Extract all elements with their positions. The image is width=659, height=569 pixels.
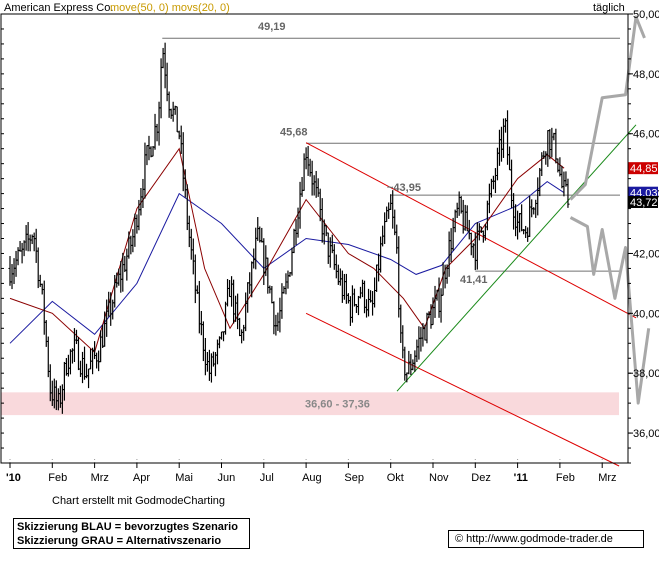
scenario-down-path	[569, 216, 651, 405]
level-label: 41,41	[460, 274, 488, 286]
support-zone-band	[1, 392, 619, 416]
x-tick-label: Apr	[133, 472, 150, 484]
channel-upper-line	[305, 142, 637, 319]
x-tick-label: Nov	[429, 472, 449, 484]
y-tick-label: 50,00	[633, 9, 659, 21]
ma50-line	[9, 180, 565, 344]
legend-grey-line: Skizzierung GRAU = Alternativszenario	[17, 535, 222, 547]
support-zone-label: 36,60 - 37,36	[305, 399, 370, 411]
x-tick-label: Aug	[302, 472, 322, 484]
horizontal-levels-layer	[162, 37, 620, 272]
grid-layer	[9, 457, 603, 463]
price-bars-layer	[8, 42, 570, 414]
y-tick-label: 40,00	[633, 308, 659, 320]
price-tag-black	[628, 195, 658, 208]
interval-label: täglich	[593, 2, 625, 14]
ma20-line	[9, 147, 565, 354]
source-link[interactable]: © http://www.godmode-trader.de	[448, 530, 644, 548]
price-tag-label: 43,72	[630, 197, 658, 209]
x-tick-label: Mrz	[91, 472, 109, 484]
x-tick-label: Feb	[48, 472, 67, 484]
axes-layer: 36,0038,0040,0042,0044,0046,0048,0050,00…	[1, 9, 659, 484]
legend-blue-line: Skizzierung BLAU = bevorzugtes Szenario	[17, 521, 238, 533]
x-tick-label: Okt	[387, 472, 404, 484]
y-tick-label: 48,00	[633, 69, 659, 81]
price-tag-blue	[628, 186, 658, 199]
level-label: ~43,95	[387, 182, 421, 194]
x-tick-label: Jun	[218, 472, 236, 484]
level-label: 45,68	[280, 126, 308, 138]
level-label: 49,19	[258, 21, 286, 33]
scenario-layer	[569, 15, 651, 405]
symbol-title: American Express Co.	[4, 2, 113, 14]
scenario-legend: Skizzierung BLAU = bevorzugtes Szenario …	[13, 518, 250, 549]
annotation-labels-layer: 49,19 45,68 ~43,95 41,41 36,60 - 37,36	[258, 21, 488, 410]
y-tick-label: 38,00	[633, 368, 659, 380]
support-trendline	[396, 124, 637, 392]
x-tick-label: Mrz	[598, 472, 616, 484]
y-tick-label: 46,00	[633, 129, 659, 141]
support-zone-layer	[1, 392, 619, 416]
scenario-up-path	[569, 15, 646, 201]
moving-averages-layer	[9, 147, 565, 354]
x-tick-label: Sep	[344, 472, 364, 484]
indicator-legend: move(50, 0) movs(20, 0)	[110, 2, 230, 14]
y-tick-label: 42,00	[633, 248, 659, 260]
x-tick-label: '11	[514, 472, 528, 484]
y-tick-label: 36,00	[633, 428, 659, 440]
x-tick-label: Mai	[175, 472, 193, 484]
trend-lines-layer	[305, 124, 637, 467]
x-tick-label: Jul	[260, 472, 274, 484]
x-tick-label: '10	[6, 472, 21, 484]
x-tick-label: Dez	[471, 472, 491, 484]
channel-lower-line	[305, 312, 620, 467]
price-tag-red	[628, 162, 658, 175]
x-tick-label: Feb	[556, 472, 575, 484]
chart-credit: Chart erstellt mit GodmodeCharting	[52, 495, 226, 507]
price-tag-label: 44,85	[630, 163, 658, 175]
